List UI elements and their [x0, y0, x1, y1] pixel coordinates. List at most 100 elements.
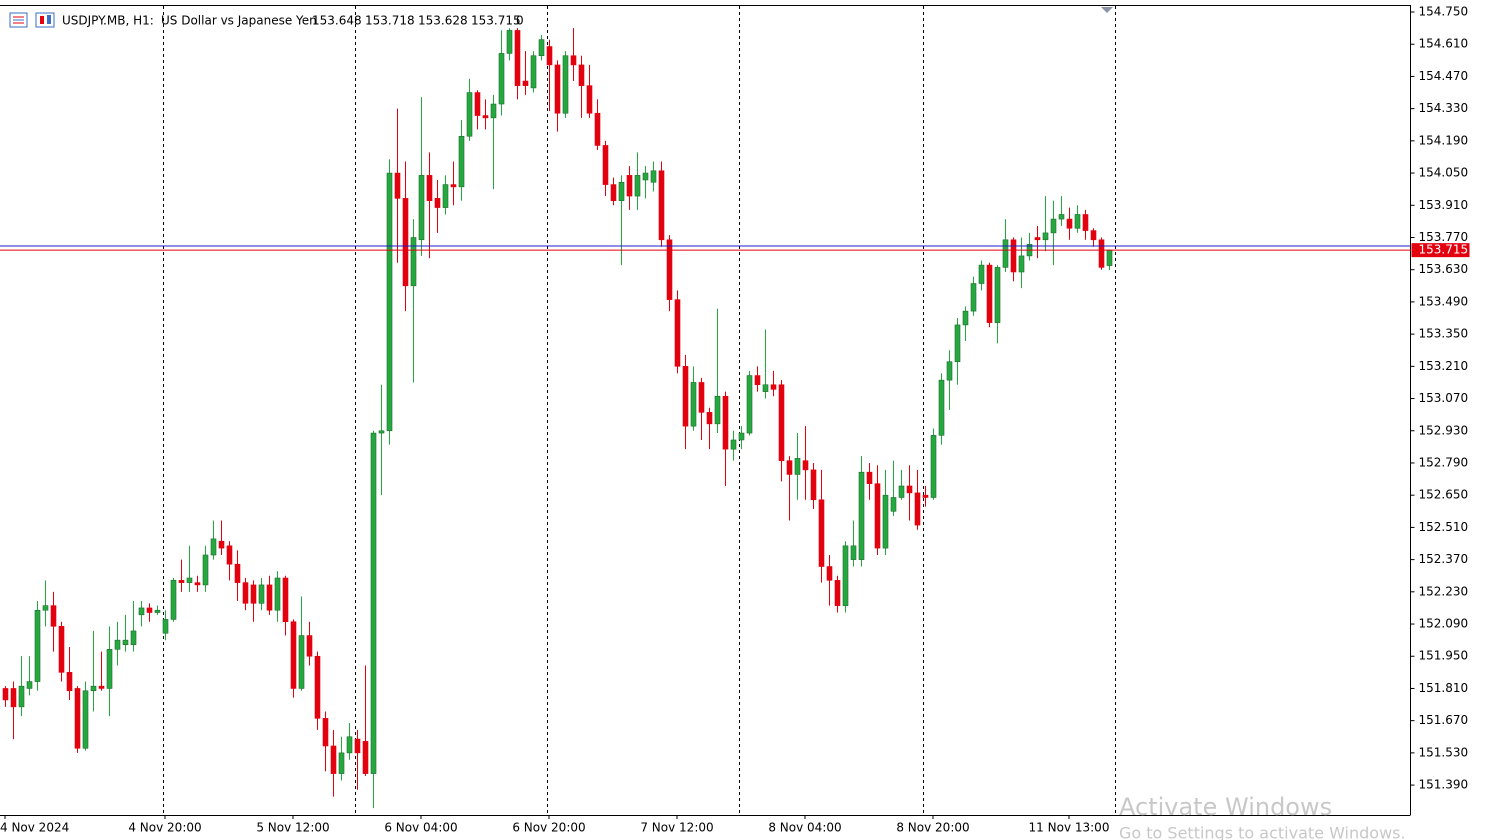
- candle-body: [186, 577, 193, 583]
- watermark-title: Activate Windows: [1119, 793, 1332, 821]
- candle-body: [210, 538, 217, 556]
- candle-body: [386, 172, 393, 432]
- candle-body: [914, 492, 921, 526]
- candle-body: [978, 264, 985, 284]
- candle-body: [1058, 214, 1065, 220]
- candle-body: [826, 566, 833, 581]
- candle-body: [194, 582, 201, 586]
- candle-body: [690, 382, 697, 427]
- candle-body: [106, 649, 113, 689]
- candle-body: [154, 609, 161, 613]
- candle-body: [514, 30, 521, 86]
- candle-body: [658, 170, 665, 241]
- candle-body: [570, 55, 577, 66]
- candle-body: [378, 430, 385, 434]
- candle-body: [178, 580, 185, 583]
- candle-body: [962, 310, 969, 326]
- candle-body: [1082, 214, 1089, 231]
- candle-body: [2, 688, 9, 701]
- candle-body: [498, 53, 505, 105]
- y-tick-label: 151.950: [1419, 649, 1469, 663]
- y-tick-label: 153.490: [1419, 294, 1469, 308]
- candle-body: [322, 718, 329, 747]
- y-tick-label: 151.530: [1419, 745, 1469, 759]
- candle-body: [450, 184, 457, 188]
- candle-body: [818, 499, 825, 567]
- x-tick-label: 6 Nov 04:00: [384, 821, 457, 835]
- y-tick-label: 153.770: [1419, 230, 1469, 244]
- ohlc-close: 153.715: [471, 14, 521, 28]
- price-label-box: [1411, 243, 1470, 258]
- candle-body: [698, 382, 705, 413]
- ohlc-open: 153.648: [312, 14, 362, 28]
- candle-body: [418, 175, 425, 241]
- candle-body: [626, 175, 633, 197]
- candle-body: [842, 545, 849, 606]
- candle-body: [890, 497, 897, 512]
- candle-body: [466, 92, 473, 137]
- candle-body: [34, 609, 41, 682]
- candle-body: [778, 384, 785, 461]
- candle-body: [362, 741, 369, 774]
- candle-body: [946, 361, 953, 381]
- candle-body: [50, 605, 57, 627]
- candle-body: [1050, 218, 1057, 234]
- candle-body: [730, 439, 737, 450]
- candle-body: [1066, 218, 1073, 229]
- y-tick-label: 152.510: [1419, 520, 1469, 534]
- x-tick-label: 11 Nov 13:00: [1029, 821, 1110, 835]
- y-tick-label: 151.390: [1419, 778, 1469, 792]
- y-tick-label: 153.210: [1419, 359, 1469, 373]
- candle-body: [410, 237, 417, 287]
- icon: [47, 15, 51, 24]
- y-tick-label: 151.670: [1419, 713, 1469, 727]
- candle-body: [754, 375, 761, 386]
- x-tick-label: 4 Nov 20:00: [128, 821, 201, 835]
- candle-body: [234, 563, 241, 583]
- candle-body: [74, 688, 81, 749]
- candle-body: [538, 39, 545, 57]
- candle-body: [618, 181, 625, 201]
- candle-body: [114, 639, 121, 650]
- x-tick-label: 7 Nov 12:00: [640, 821, 713, 835]
- ohlc-high: 153.718: [365, 14, 415, 28]
- candle-body: [354, 738, 361, 754]
- candle-body: [634, 175, 641, 197]
- candle-body: [674, 299, 681, 367]
- candle-body: [58, 626, 65, 673]
- candle-body: [202, 554, 209, 586]
- icon: [35, 12, 55, 28]
- candle-body: [1034, 237, 1041, 241]
- y-tick-label: 153.350: [1419, 327, 1469, 341]
- candle-body: [610, 184, 617, 201]
- ohlc-low: 153.628: [418, 14, 468, 28]
- candle-body: [898, 485, 905, 498]
- candle-body: [90, 685, 97, 692]
- candle-body: [250, 584, 257, 604]
- candle-body: [242, 582, 249, 604]
- plot-area: [0, 5, 1411, 816]
- candle-body: [530, 55, 537, 89]
- y-tick-label: 154.750: [1419, 5, 1469, 19]
- candle-body: [714, 395, 721, 425]
- candle-body: [930, 435, 937, 498]
- icon: [40, 16, 44, 24]
- symbol-title: USDJPY.MB, H1:: [62, 14, 154, 28]
- candle-body: [226, 545, 233, 565]
- candle-body: [554, 64, 561, 114]
- candle-body: [146, 607, 153, 613]
- candle-body: [874, 483, 881, 549]
- candle-body: [330, 745, 337, 774]
- y-tick-label: 152.230: [1419, 584, 1469, 598]
- candle-body: [266, 584, 273, 611]
- y-tick-label: 153.910: [1419, 198, 1469, 212]
- candle-body: [938, 379, 945, 436]
- candle-body: [82, 690, 89, 749]
- y-tick-label: 152.650: [1419, 488, 1469, 502]
- candle-body: [402, 198, 409, 287]
- candle-body: [314, 655, 321, 719]
- candle-body: [282, 577, 289, 623]
- candle-body: [586, 85, 593, 114]
